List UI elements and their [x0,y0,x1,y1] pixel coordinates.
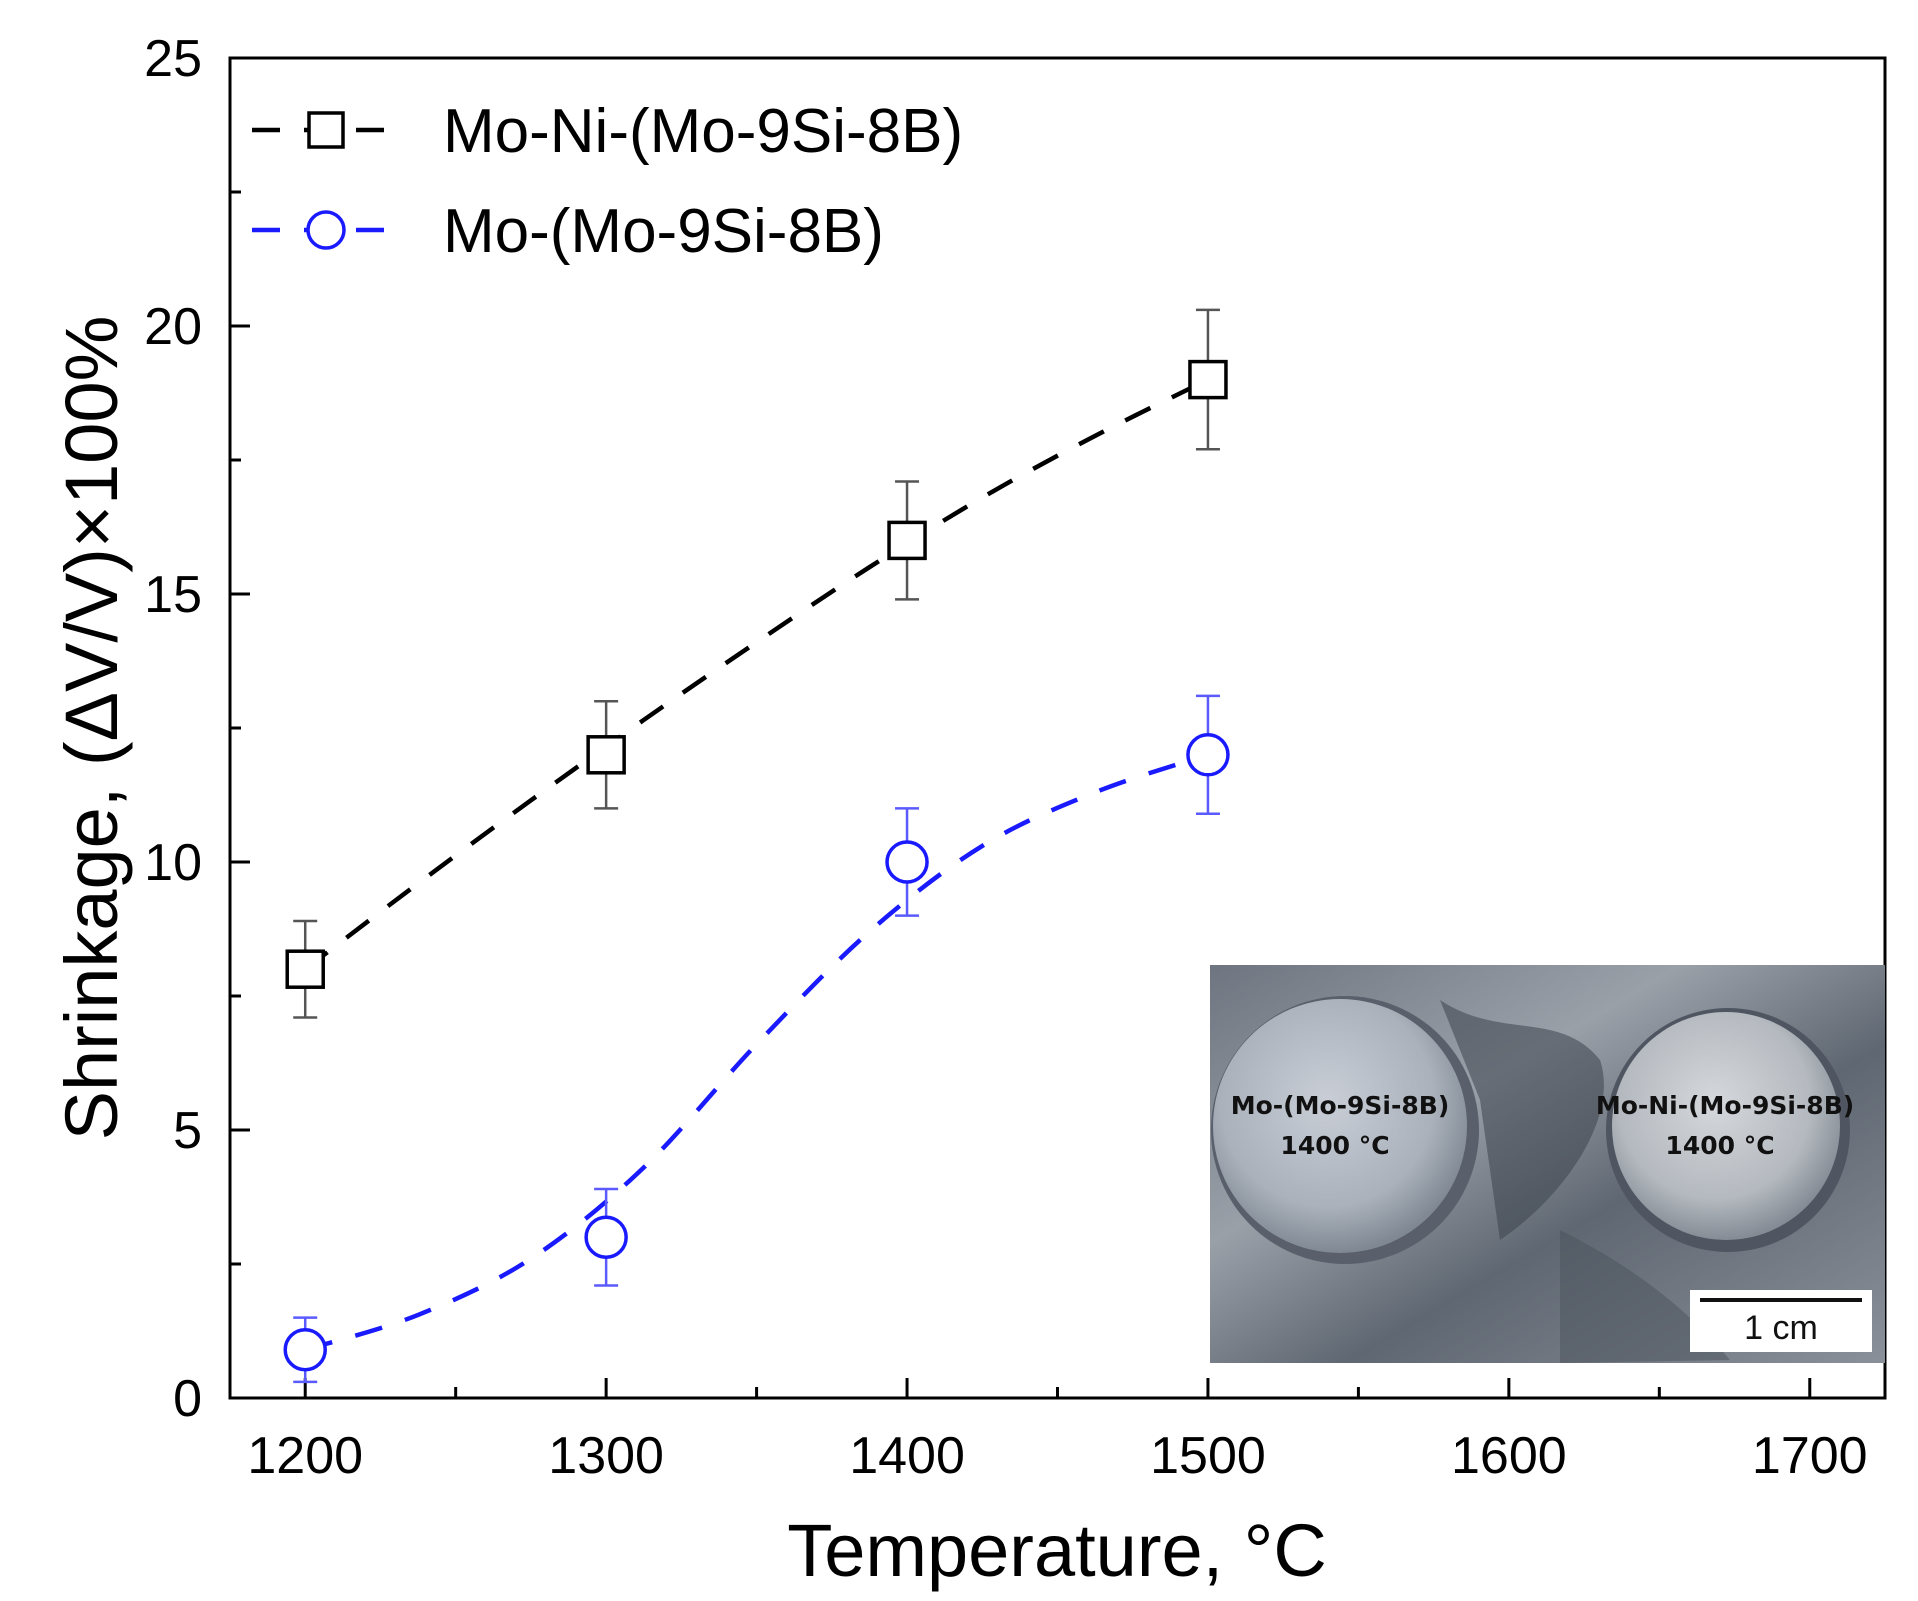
inset-stain-2 [1560,1230,1730,1363]
y-axis-title: Shrinkage, (ΔV/V)×100% [50,316,133,1141]
y-tick-label-0: 0 [173,1370,202,1428]
x-axis-ticks: 1200 1300 1400 1500 1600 1700 [247,1378,1868,1485]
plot-area: 1200 1300 1400 1500 1600 1700 0 5 10 15 20 25 [144,30,1887,1485]
data-point-1-1 [584,1215,628,1259]
series-1 [283,694,1230,1384]
x-tick-label-1200: 1200 [247,1427,363,1485]
fit-line-1 [304,752,1209,1352]
inset-left-label-1: Mo-(Mo-9Si-8B) [1231,1091,1450,1120]
inset-right-label-1: Mo-Ni-(Mo-9Si-8B) [1596,1091,1854,1120]
data-point-0-2 [887,520,927,561]
legend-label-mo: Mo-(Mo-9Si-8B) [443,197,884,266]
legend-marker-mo [306,210,346,250]
data-point-1-2 [885,840,929,884]
y-tick-label-20: 20 [144,298,202,356]
legend-label-mo-ni: Mo-Ni-(Mo-9Si-8B) [443,97,963,166]
y-tick-label-15: 15 [144,566,202,624]
right-pellet [1612,1012,1840,1240]
series-layer [283,308,1230,1384]
fit-line-0 [303,377,1209,971]
x-tick-label-1600: 1600 [1451,1427,1567,1485]
y-tick-label-25: 25 [144,30,202,88]
legend-marker-mo-ni [307,111,345,149]
legend: Mo-Ni-(Mo-9Si-8B) Mo-(Mo-9Si-8B) [252,97,963,266]
x-tick-label-1500: 1500 [1150,1427,1266,1485]
y-tick-label-10: 10 [144,834,202,892]
x-tick-label-1400: 1400 [849,1427,965,1485]
data-point-0-0 [285,949,325,989]
left-pellet [1213,999,1467,1253]
scale-bar-label: 1 cm [1744,1309,1818,1347]
data-point-0-1 [586,735,626,775]
data-point-1-0 [283,1328,327,1372]
inset-left-label-2: 1400 °C [1280,1131,1389,1160]
inset-right-label-2: 1400 °C [1665,1131,1774,1160]
inset-stain-1 [1440,1000,1604,1240]
series-0 [285,308,1228,1019]
x-axis-title: Temperature, °C [787,1509,1327,1592]
inset-photo: Mo-(Mo-9Si-8B) 1400 °C Mo-Ni-(Mo-9Si-8B)… [1210,965,1885,1363]
y-tick-label-5: 5 [173,1102,202,1160]
x-tick-label-1300: 1300 [548,1427,664,1485]
x-tick-label-1700: 1700 [1752,1427,1868,1485]
data-point-1-3 [1186,733,1230,777]
data-point-0-3 [1188,359,1228,400]
y-axis-ticks: 0 5 10 15 20 25 [144,30,250,1428]
